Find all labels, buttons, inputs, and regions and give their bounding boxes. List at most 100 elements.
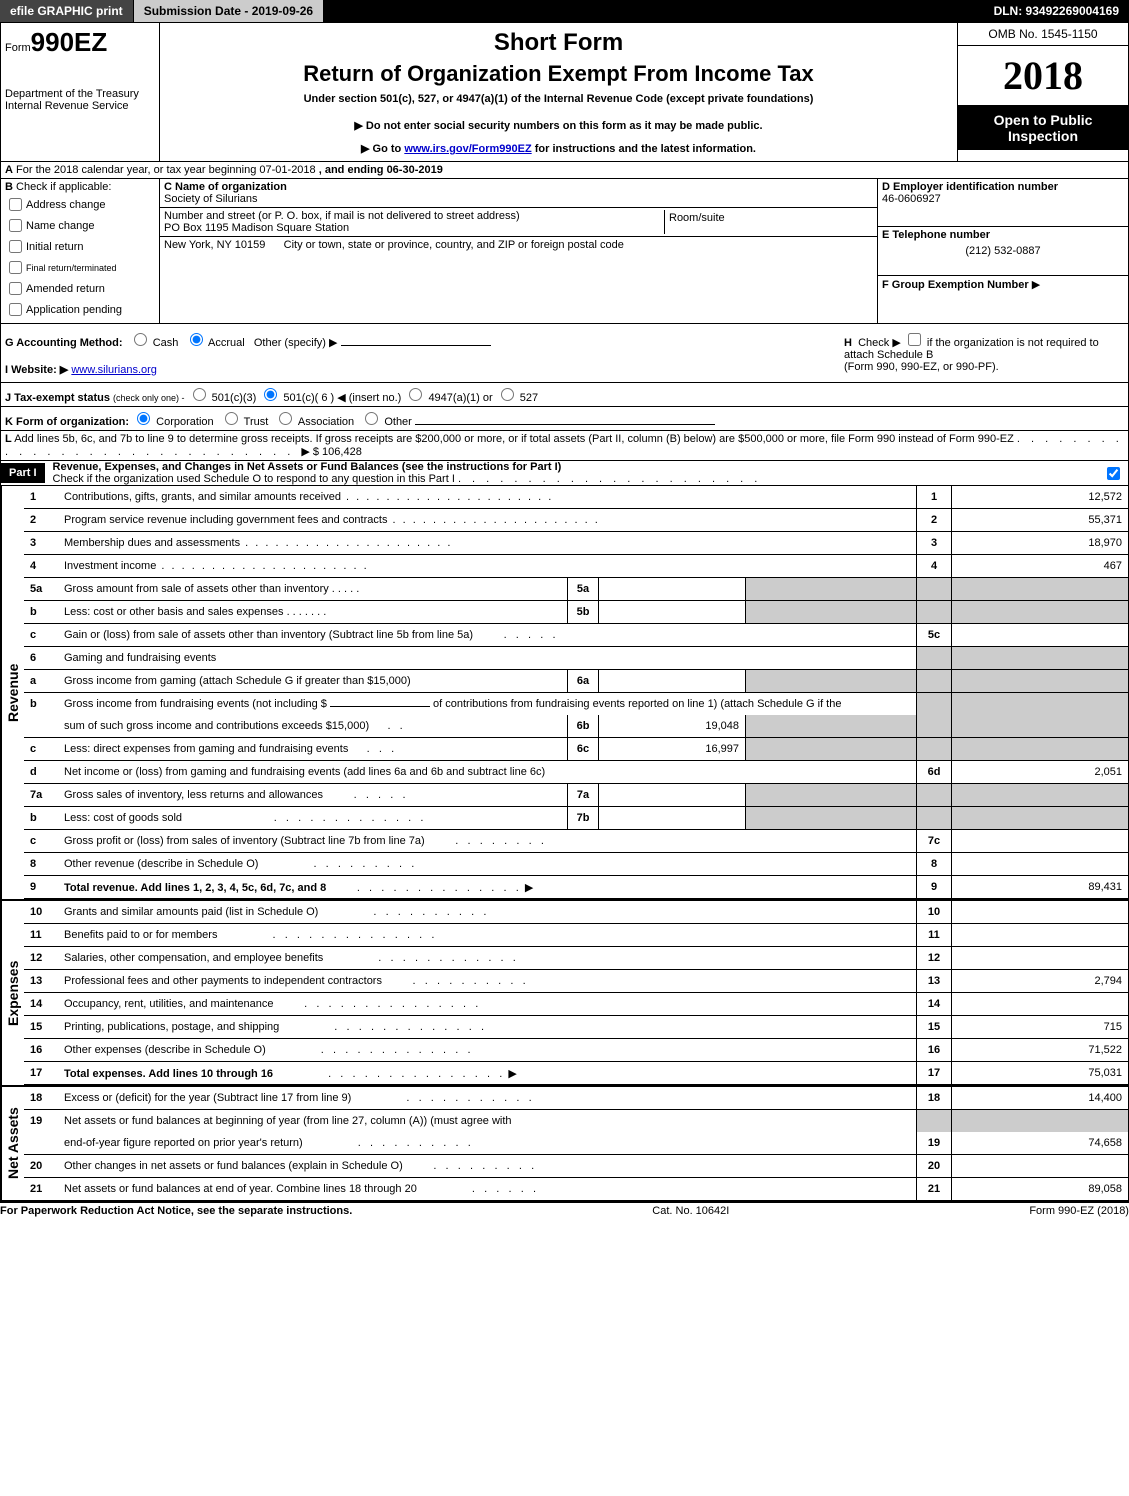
radio-4947[interactable] [409,388,422,401]
row-a-ending: , and ending 06-30-2019 [319,164,443,176]
ln19-rnum: 19 [916,1132,951,1154]
line-19-1: 19 Net assets or fund balances at beginn… [24,1110,1128,1132]
radio-501c3[interactable] [193,388,206,401]
room-suite: Room/suite [664,210,873,234]
h-checkbox[interactable] [908,333,921,346]
ln1-rnum: 1 [916,486,951,508]
ln6b-spacer [746,715,916,737]
line-16: 16 Other expenses (describe in Schedule … [24,1039,1128,1062]
i-label: I Website: ▶ [5,364,68,376]
ln5a-spacer [746,578,916,600]
cb-final-return: Final return/terminated [5,258,155,277]
ln1-desc: Contributions, gifts, grants, and simila… [60,489,916,505]
ln5b-num: b [24,606,60,618]
ln6c-num: c [24,743,60,755]
phone-value: (212) 532-0887 [882,245,1124,257]
radio-cash[interactable] [134,333,147,346]
expenses-side-label: Expenses [1,901,24,1085]
c-street-row: Number and street (or P. O. box, if mail… [160,208,877,237]
ln5a-num: 5a [24,583,60,595]
footer: For Paperwork Reduction Act Notice, see … [0,1201,1129,1219]
ln19-rnum-grey [916,1110,951,1132]
ln7a-rnum-grey [916,784,951,806]
cb-label-amended: Amended return [26,283,105,295]
part1-checkbox-cell [1098,464,1128,483]
f-box: F Group Exemption Number ▶ [878,276,1128,323]
d-box: D Employer identification number 46-0606… [878,179,1128,227]
line-7c: c Gross profit or (loss) from sales of i… [24,830,1128,853]
checkbox-pending[interactable] [9,303,22,316]
expenses-lines: 10 Grants and similar amounts paid (list… [24,901,1128,1085]
line-15: 15 Printing, publications, postage, and … [24,1016,1128,1039]
checkbox-initial[interactable] [9,240,22,253]
ln7c-num: c [24,835,60,847]
cb-amended: Amended return [5,279,155,298]
website-link[interactable]: www.silurians.org [71,364,157,376]
ln15-desc: Printing, publications, postage, and shi… [60,1019,916,1035]
ln15-rnum: 15 [916,1016,951,1038]
radio-assoc[interactable] [279,412,292,425]
ln12-val [951,947,1128,969]
part1-label: Part I [1,463,45,483]
k-other: Other [384,416,412,428]
ln13-rnum: 13 [916,970,951,992]
radio-527[interactable] [501,388,514,401]
ln18-val: 14,400 [951,1087,1128,1109]
efile-button[interactable]: efile GRAPHIC print [0,0,134,22]
line-5b: b Less: cost or other basis and sales ex… [24,601,1128,624]
ln20-desc: Other changes in net assets or fund bala… [60,1158,916,1174]
line-6b-2: sum of such gross income and contributio… [24,715,1128,738]
line-8: 8 Other revenue (describe in Schedule O)… [24,853,1128,876]
ln2-num: 2 [24,514,60,526]
row-l: L Add lines 5b, 6c, and 7b to line 9 to … [0,431,1129,461]
ln1-val: 12,572 [951,486,1128,508]
row-j: J Tax-exempt status (check only one) - 5… [0,383,1129,407]
line-6: 6 Gaming and fundraising events [24,647,1128,670]
radio-accrual[interactable] [190,333,203,346]
l-amount: ▶ $ 106,428 [301,446,361,458]
checkbox-final[interactable] [9,261,22,274]
ln18-rnum: 18 [916,1087,951,1109]
checkbox-name[interactable] [9,219,22,232]
b-header: B Check if applicable: [5,181,155,193]
line-4: 4 Investment income 4 467 [24,555,1128,578]
ln5c-desc: Gain or (loss) from sale of assets other… [60,627,916,643]
ln7b-desc: Less: cost of goods sold . . . . . . . .… [60,810,567,826]
ln15-num: 15 [24,1021,60,1033]
ln7a-num: 7a [24,789,60,801]
line-10: 10 Grants and similar amounts paid (list… [24,901,1128,924]
part1-checkbox[interactable] [1107,467,1120,480]
ln10-rnum: 10 [916,901,951,923]
form-990ez: 990EZ [31,27,108,57]
revenue-lines: 1 Contributions, gifts, grants, and simi… [24,486,1128,899]
column-c: C Name of organization Society of Siluri… [160,179,877,323]
radio-corp[interactable] [137,412,150,425]
i-website: I Website: ▶ www.silurians.org [5,363,844,376]
ln21-rnum: 21 [916,1178,951,1200]
l-text: Add lines 5b, 6c, and 7b to line 9 to de… [14,433,1014,445]
footer-left: For Paperwork Reduction Act Notice, see … [0,1205,352,1217]
radio-other[interactable] [365,412,378,425]
ln7a-mnum: 7a [567,784,599,806]
ln17-desc: Total expenses. Add lines 10 through 16 … [60,1065,916,1082]
ln5a-rval-grey [951,578,1128,600]
c-city-row: New York, NY 10159 City or town, state o… [160,237,877,253]
radio-501c[interactable] [264,388,277,401]
radio-trust[interactable] [225,412,238,425]
ln6-rval-grey [951,647,1128,669]
ln21-desc: Net assets or fund balances at end of ye… [60,1181,916,1197]
ln7a-rval-grey [951,784,1128,806]
b-label: B [5,181,13,193]
ln6c-mnum: 6c [567,738,599,760]
ln6c-spacer [746,738,916,760]
line-11: 11 Benefits paid to or for members . . .… [24,924,1128,947]
checkbox-address[interactable] [9,198,22,211]
ln12-desc: Salaries, other compensation, and employ… [60,950,916,966]
org-name: Society of Silurians [164,193,873,205]
line-12: 12 Salaries, other compensation, and emp… [24,947,1128,970]
j-label: J Tax-exempt status [5,392,110,404]
checkbox-amended[interactable] [9,282,22,295]
ln5b-desc: Less: cost or other basis and sales expe… [60,604,567,620]
goto-suffix: for instructions and the latest informat… [535,143,756,155]
goto-link[interactable]: www.irs.gov/Form990EZ [404,143,531,155]
